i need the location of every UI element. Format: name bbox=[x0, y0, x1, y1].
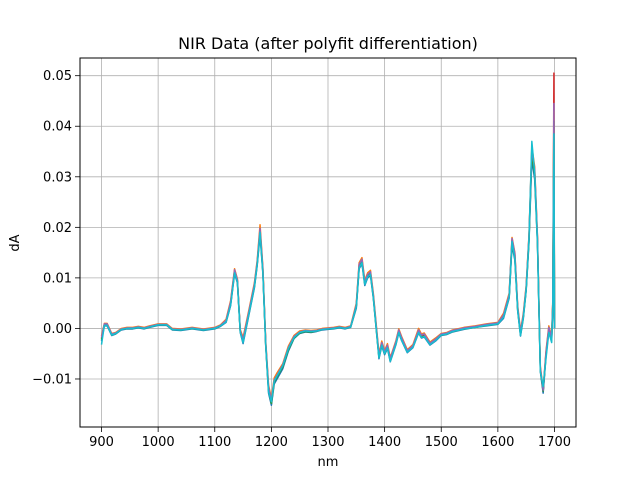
x-tick-label: 1200 bbox=[255, 435, 288, 450]
gridlines bbox=[80, 58, 576, 427]
series-line-6 bbox=[100, 133, 556, 403]
x-tick-label: 1700 bbox=[538, 435, 571, 450]
x-tick-label: 1300 bbox=[311, 435, 344, 450]
x-axis-label: nm bbox=[318, 455, 339, 470]
x-tick-label: 1100 bbox=[198, 435, 231, 450]
y-tick-label: 0.01 bbox=[43, 271, 72, 286]
x-tick-label: 1000 bbox=[142, 435, 175, 450]
y-tick-label: 0.03 bbox=[43, 170, 72, 185]
x-tick-label: 1600 bbox=[481, 435, 514, 450]
y-tick-label: 0.04 bbox=[43, 120, 72, 135]
x-tick-label: 900 bbox=[89, 435, 114, 450]
y-tick-label: 0.02 bbox=[43, 221, 72, 236]
x-tick-label: 1500 bbox=[425, 435, 458, 450]
y-tick-label: −0.01 bbox=[32, 372, 72, 387]
y-axis-label: dA bbox=[8, 234, 23, 251]
y-tick-label: 0.05 bbox=[43, 69, 72, 84]
plot-series bbox=[100, 72, 556, 407]
chart-title: NIR Data (after polyfit differentiation) bbox=[178, 34, 478, 53]
x-axis-ticks: 900 1000 1100 1200 1300 1400 1500 1600 1700 bbox=[89, 427, 571, 450]
x-tick-label: 1400 bbox=[368, 435, 401, 450]
y-axis-ticks: −0.01 0.00 0.01 0.02 0.03 0.04 0.05 bbox=[32, 69, 80, 387]
y-tick-label: 0.00 bbox=[43, 322, 72, 337]
